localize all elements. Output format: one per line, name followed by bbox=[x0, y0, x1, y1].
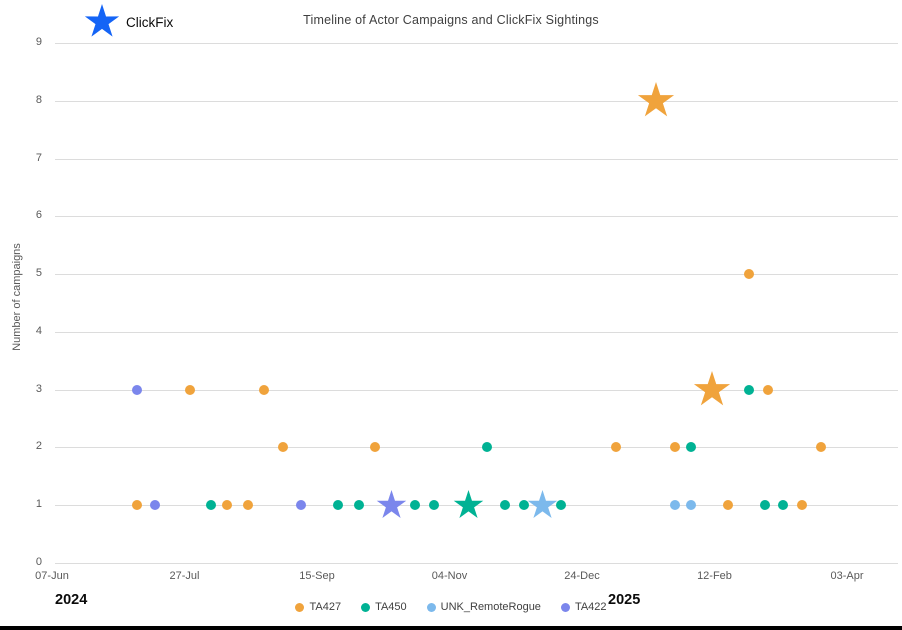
x-tick-label: 04-Nov bbox=[431, 570, 468, 582]
y-tick-label: 8 bbox=[35, 93, 42, 106]
chart-title: Timeline of Actor Campaigns and ClickFix… bbox=[303, 13, 599, 27]
data-point bbox=[685, 500, 696, 511]
legend-item-TA427: TA427 bbox=[295, 601, 341, 613]
legend-label: TA427 bbox=[309, 601, 342, 613]
data-point bbox=[500, 500, 511, 511]
data-point bbox=[206, 500, 216, 511]
x-tick-label: 24-Dec bbox=[564, 570, 600, 582]
data-point bbox=[815, 442, 826, 453]
clickfix-legend-label: ClickFix bbox=[126, 14, 174, 30]
gridline-y8 bbox=[55, 100, 898, 102]
gridline-y1 bbox=[55, 505, 898, 507]
x-tick-label: 03-Apr bbox=[830, 570, 864, 582]
clickfix-legend: ClickFix bbox=[84, 4, 173, 40]
series-legend: TA427 TA450 UNK_RemoteRogue TA422 bbox=[0, 601, 902, 613]
year-label-2024: 2024 bbox=[55, 592, 88, 608]
gridline-y5 bbox=[55, 274, 898, 276]
clickfix-sighting-star bbox=[527, 489, 558, 518]
clickfix-sighting-star bbox=[376, 489, 406, 518]
data-point bbox=[150, 500, 161, 511]
gridline-y7 bbox=[55, 158, 898, 160]
data-point bbox=[555, 500, 566, 511]
legend-dot-icon bbox=[426, 602, 436, 612]
data-point bbox=[669, 500, 680, 511]
legend-item-UNK_RemoteRogue: UNK_RemoteRogue bbox=[426, 601, 541, 613]
legend-item-TA422: TA422 bbox=[560, 601, 607, 613]
data-point bbox=[410, 500, 421, 511]
y-tick-label: 7 bbox=[35, 151, 42, 164]
data-point bbox=[481, 442, 492, 453]
legend-label: UNK_RemoteRogue bbox=[440, 601, 541, 613]
data-point bbox=[131, 384, 142, 395]
legend-dot-icon bbox=[361, 602, 371, 612]
data-point bbox=[428, 500, 439, 511]
clickfix-sighting-star bbox=[693, 370, 730, 406]
gridline-y3 bbox=[55, 389, 898, 391]
x-tick-label: 07-Jun bbox=[35, 570, 69, 582]
data-point bbox=[518, 500, 529, 511]
gridline-y4 bbox=[55, 331, 898, 333]
gridline-y9 bbox=[55, 43, 898, 44]
y-tick-label: 9 bbox=[35, 36, 42, 48]
data-point bbox=[759, 500, 770, 511]
data-point bbox=[669, 442, 680, 453]
data-point bbox=[259, 384, 269, 395]
clickfix-star-icon bbox=[84, 4, 120, 37]
y-tick-label: 4 bbox=[35, 324, 42, 337]
y-tick-label: 1 bbox=[35, 498, 42, 511]
x-tick-label: 15-Sep bbox=[299, 570, 335, 582]
y-tick-label: 6 bbox=[35, 209, 42, 222]
gridline-y0 bbox=[55, 563, 898, 564]
legend-dot-icon bbox=[295, 602, 305, 612]
data-point bbox=[722, 500, 733, 511]
clickfix-sighting-star bbox=[638, 81, 675, 117]
data-point bbox=[184, 384, 195, 395]
legend-label: TA450 bbox=[375, 601, 407, 613]
gridline-y6 bbox=[55, 216, 898, 218]
data-point bbox=[796, 500, 807, 511]
y-tick-label: 0 bbox=[35, 556, 42, 568]
x-tick-label: 27-Jul bbox=[169, 570, 200, 582]
data-point bbox=[221, 500, 232, 511]
data-point bbox=[743, 384, 754, 395]
data-point bbox=[296, 500, 307, 511]
data-point bbox=[685, 442, 696, 453]
data-point bbox=[131, 500, 142, 511]
y-tick-label: 3 bbox=[35, 382, 42, 395]
data-point bbox=[778, 500, 789, 511]
data-point bbox=[370, 442, 381, 453]
data-point bbox=[611, 442, 622, 453]
data-point bbox=[277, 442, 288, 453]
legend-label: TA422 bbox=[574, 601, 607, 613]
year-label-2025: 2025 bbox=[608, 592, 641, 608]
data-point bbox=[354, 500, 365, 511]
gridline-y2 bbox=[55, 447, 898, 449]
data-point bbox=[743, 269, 754, 280]
data-point bbox=[243, 500, 254, 511]
legend-dot-icon bbox=[560, 602, 570, 612]
data-point bbox=[333, 500, 344, 511]
data-point bbox=[762, 384, 773, 395]
y-tick-label: 5 bbox=[35, 267, 42, 280]
legend-item-TA450: TA450 bbox=[361, 601, 407, 613]
y-tick-label: 2 bbox=[35, 440, 42, 453]
x-tick-label: 12-Feb bbox=[697, 570, 732, 582]
clickfix-sighting-star bbox=[453, 489, 483, 518]
